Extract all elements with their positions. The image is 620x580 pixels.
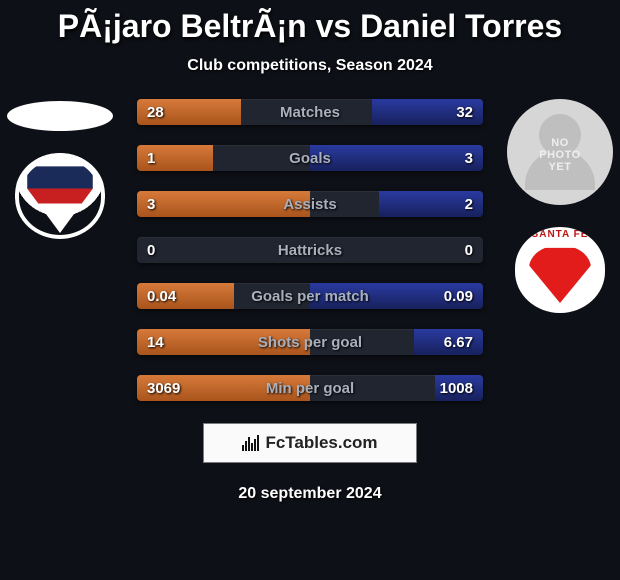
stat-value-right: 32 bbox=[456, 99, 473, 125]
left-player-photo bbox=[7, 101, 113, 131]
stat-label: Assists bbox=[137, 191, 483, 217]
right-club-badge: SANTA FE bbox=[515, 227, 605, 313]
right-player-photo-placeholder: NO PHOTO YET bbox=[507, 99, 613, 205]
bars-icon bbox=[242, 435, 259, 451]
stat-value-left: 3069 bbox=[147, 375, 180, 401]
stat-value-right: 0.09 bbox=[444, 283, 473, 309]
stat-row: Goals1 3 bbox=[137, 145, 483, 171]
stat-value-left: 28 bbox=[147, 99, 164, 125]
stat-label: Hattricks bbox=[137, 237, 483, 263]
stat-value-right: 0 bbox=[465, 237, 473, 263]
stat-row: Shots per goal14 6.67 bbox=[137, 329, 483, 355]
subtitle: Club competitions, Season 2024 bbox=[0, 57, 620, 75]
footer-brand-text: FcTables.com bbox=[265, 433, 377, 453]
stat-row: Goals per match0.04 0.09 bbox=[137, 283, 483, 309]
footer-brand-box: FcTables.com bbox=[203, 423, 417, 463]
stat-row: Hattricks0 0 bbox=[137, 237, 483, 263]
stat-value-left: 1 bbox=[147, 145, 155, 171]
stat-label: Min per goal bbox=[137, 375, 483, 401]
stat-value-right: 3 bbox=[465, 145, 473, 171]
stat-value-left: 0.04 bbox=[147, 283, 176, 309]
stat-row: Matches28 32 bbox=[137, 99, 483, 125]
left-club-badge bbox=[15, 153, 105, 239]
stat-value-left: 14 bbox=[147, 329, 164, 355]
stat-value-right: 1008 bbox=[440, 375, 473, 401]
stat-label: Matches bbox=[137, 99, 483, 125]
stat-label: Shots per goal bbox=[137, 329, 483, 355]
right-player-column: NO PHOTO YET SANTA FE bbox=[500, 99, 620, 313]
stat-label: Goals bbox=[137, 145, 483, 171]
left-player-column bbox=[0, 99, 120, 239]
stats-bars: Matches2832Goals13Assists32Hattricks00Go… bbox=[137, 99, 483, 401]
stat-value-left: 3 bbox=[147, 191, 155, 217]
no-photo-text: NO PHOTO YET bbox=[507, 137, 613, 173]
stat-row: Min per goal3069 1008 bbox=[137, 375, 483, 401]
stat-row: Assists3 2 bbox=[137, 191, 483, 217]
right-club-badge-text: SANTA FE bbox=[515, 229, 605, 240]
stat-value-right: 2 bbox=[465, 191, 473, 217]
stat-value-left: 0 bbox=[147, 237, 155, 263]
footer-date: 20 september 2024 bbox=[0, 485, 620, 503]
stat-value-right: 6.67 bbox=[444, 329, 473, 355]
page-title: PÃ¡jaro BeltrÃ¡n vs Daniel Torres bbox=[0, 0, 620, 45]
comparison-panel: NO PHOTO YET SANTA FE Matches2832Goals13… bbox=[0, 99, 620, 401]
stat-label: Goals per match bbox=[137, 283, 483, 309]
